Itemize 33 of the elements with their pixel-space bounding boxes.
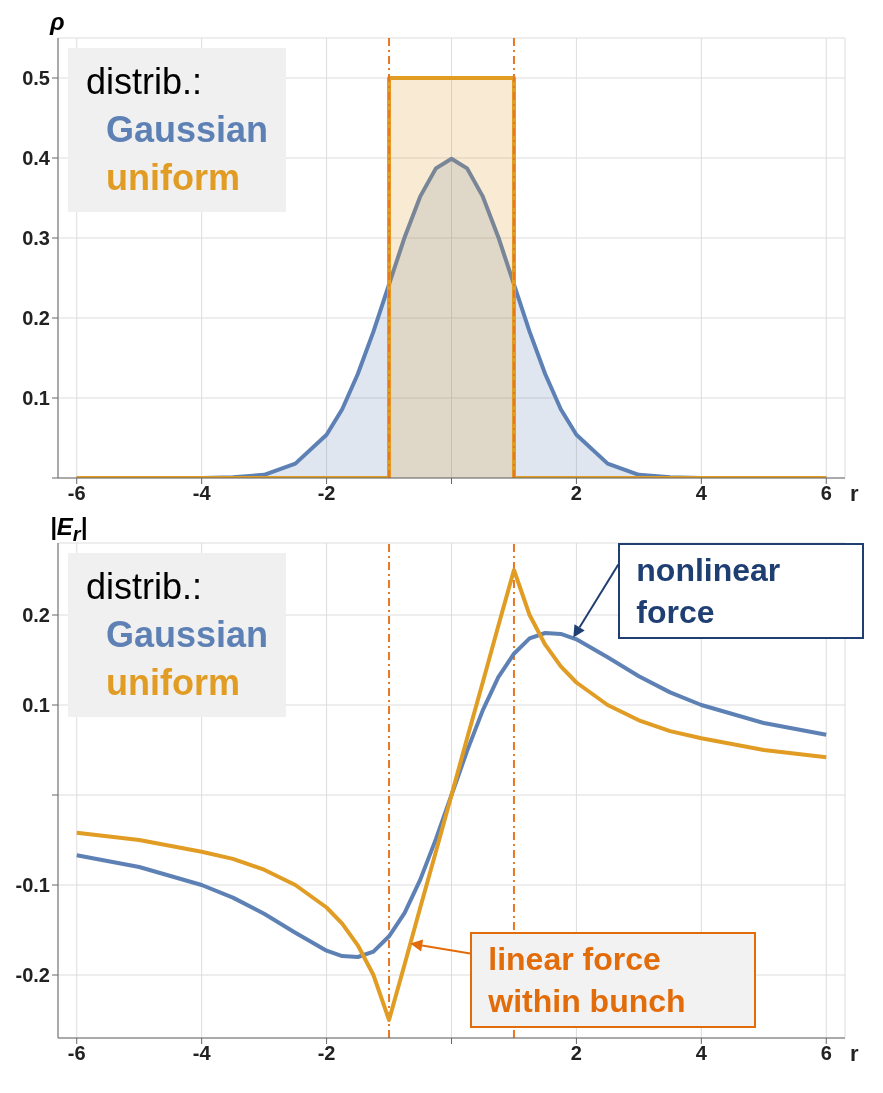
y-tick-label: -0.2	[15, 964, 50, 987]
x-tick-label: -4	[192, 482, 212, 505]
x-tick-label: -6	[67, 1042, 86, 1065]
y-axis-title: |E$_{r}$|	[50, 513, 88, 546]
y-tick-label: 0.3	[22, 227, 50, 250]
y-tick-label: -0.1	[15, 874, 50, 897]
legend-title: distrib.:	[86, 565, 204, 609]
y-axis-title: ρ	[50, 8, 65, 36]
x-axis-title: r	[850, 1040, 859, 1066]
x-tick-label: 6	[820, 482, 832, 505]
x-tick-label: 2	[570, 1042, 582, 1065]
x-tick-label: -4	[192, 1042, 212, 1065]
y-tick-label: 0.2	[22, 604, 50, 627]
text: Gaussian	[105, 613, 269, 657]
y-tick-label: 0.1	[22, 694, 50, 717]
x-tick-label: 4	[695, 482, 708, 505]
text: uniform	[105, 156, 241, 200]
text: Gaussian	[105, 108, 269, 152]
x-tick-label: 2	[570, 482, 582, 505]
y-tick-label: 0.5	[22, 67, 50, 90]
y-tick-label: 0.2	[22, 307, 50, 330]
legend-title: distrib.:	[86, 60, 204, 104]
annotation: linear force within bunch	[470, 931, 757, 1028]
x-tick-label: -2	[317, 1042, 336, 1065]
annotation: nonlinear force	[618, 542, 865, 639]
x-tick-label: -2	[317, 482, 336, 505]
x-tick-label: -6	[67, 482, 86, 505]
y-tick-label: 0.1	[22, 387, 50, 410]
x-tick-label: 4	[695, 1042, 708, 1065]
y-tick-label: 0.4	[22, 147, 51, 170]
x-tick-label: 6	[820, 1042, 832, 1065]
x-axis-title: r	[850, 480, 859, 506]
text: uniform	[105, 661, 241, 705]
